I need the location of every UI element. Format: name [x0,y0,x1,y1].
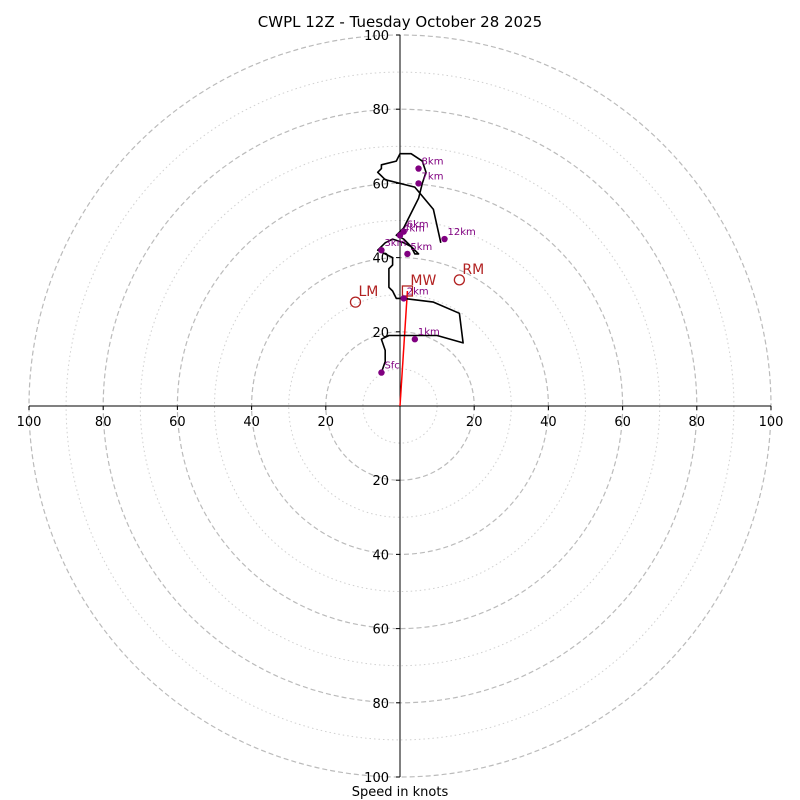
x-axis-label: Speed in knots [352,785,449,800]
y-tick-label: 80 [372,697,389,712]
x-tick-label: 20 [466,415,483,430]
x-tick-label: 80 [689,415,706,430]
x-tick-label: 60 [614,415,631,430]
y-tick-label: 60 [372,177,389,192]
motion-label-lm: LM [358,284,378,300]
height-label-6km: 6km [407,220,429,231]
height-label-3km: 3km [384,238,406,249]
height-marker-6km [400,228,407,235]
x-tick-label: 80 [95,415,112,430]
height-label-1km: 1km [418,327,440,338]
chart-title: CWPL 12Z - Tuesday October 28 2025 [258,13,542,31]
motion-marker-lm [349,296,362,308]
height-label-12km: 12km [448,227,476,238]
height-marker-1km [411,336,419,343]
height-marker-5km [404,250,411,258]
y-tick-label: 80 [372,103,389,118]
y-tick-label: 20 [372,474,389,489]
height-label-7km: 7km [422,171,444,182]
hodograph-line [376,152,464,373]
height-marker-3km [378,246,385,254]
y-tick-label: 40 [372,548,389,563]
motion-label-mw: MW [410,273,436,289]
x-tick-label: 100 [17,415,42,430]
x-tick-label: 40 [243,415,260,430]
motion-label-rm: RM [462,262,484,278]
height-marker-2km [400,295,407,302]
height-label-sfc: Sfc [384,361,399,372]
tick-labels: 100 80 60 40 20 20 40 60 80 100 100 80 60 40 20 20 40 60 8… [17,29,784,786]
y-tick-label: 60 [372,623,389,638]
storm-motion-vector [399,290,409,407]
storm-motions: RM LM MW [349,262,484,308]
y-tick-label: 100 [364,771,389,786]
height-marker-7km [415,180,422,187]
height-label-2km: 2km [407,286,429,297]
x-tick-label: 60 [169,415,186,430]
y-tick-label: 100 [364,29,389,44]
y-tick-label: 40 [372,252,389,267]
hodograph-series [376,152,464,407]
x-tick-label: 40 [540,415,557,430]
height-marker-sfc [378,369,385,376]
motion-marker-rm [453,274,466,286]
height-markers: Sfc 1km 2km 3km 4km 5km 6km 7km 8km 12km [378,157,476,376]
x-tick-label: 100 [759,415,784,430]
height-marker-8km [415,165,422,172]
motion-marker-mw [401,285,414,297]
height-label-5km: 5km [410,242,432,253]
height-label-8km: 8km [422,157,444,168]
y-tick-label: 20 [372,326,389,341]
x-tick-label: 20 [318,415,335,430]
height-marker-12km [441,235,448,243]
height-label-4km: 4km [403,223,425,234]
